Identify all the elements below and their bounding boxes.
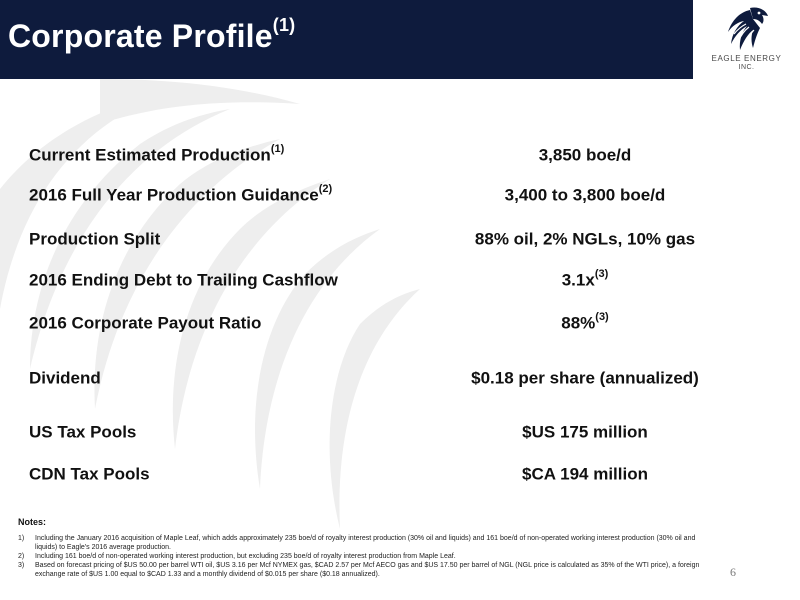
note-item: 2) Including 161 boe/d of non-operated wo… (18, 553, 456, 560)
row-label: CDN Tax Pools (29, 464, 150, 484)
logo-company-name: EAGLE ENERGY (711, 54, 782, 63)
row-value: 3,850 boe/d (538, 145, 632, 165)
profile-row: Production Split 88% oil, 2% NGLs, 10% g… (0, 229, 800, 253)
row-label: Production Split (29, 229, 161, 249)
header-bar: Corporate Profile(1) (0, 0, 693, 79)
eagle-watermark-icon (0, 79, 420, 529)
row-label: 2016 Ending Debt to Trailing Cashflow (29, 270, 338, 290)
page-title: Corporate Profile(1) (8, 15, 296, 55)
row-value: 3.1x(3) (561, 268, 609, 290)
row-value: 88%(3) (561, 311, 609, 333)
row-label: 2016 Full Year Production Guidance(2) (29, 183, 333, 205)
row-value: 3,400 to 3,800 boe/d (504, 185, 666, 205)
note-item: 3) Based on forecast pricing of $US 50.00… (18, 562, 700, 578)
row-label: US Tax Pools (29, 422, 137, 442)
note-item: 1) Including the January 2016 acquisition… (18, 535, 696, 551)
profile-row: CDN Tax Pools $CA 194 million (0, 464, 800, 488)
company-logo: EAGLE ENERGY INC. (693, 0, 800, 79)
row-value: $US 175 million (522, 422, 648, 442)
profile-row: Current Estimated Production(1) 3,850 bo… (0, 143, 800, 169)
profile-row: Dividend $0.18 per share (annualized) (0, 368, 800, 392)
row-label: Dividend (29, 368, 101, 388)
row-label: 2016 Corporate Payout Ratio (29, 313, 262, 333)
title-footnote-ref: (1) (272, 15, 296, 36)
row-value: $0.18 per share (annualized) (471, 368, 699, 388)
notes-list: 1) Including the January 2016 acquisition… (18, 534, 718, 579)
row-value: 88% oil, 2% NGLs, 10% gas (474, 229, 696, 249)
profile-row: 2016 Full Year Production Guidance(2) 3,… (0, 183, 800, 209)
profile-row: 2016 Ending Debt to Trailing Cashflow 3.… (0, 268, 800, 294)
profile-row: US Tax Pools $US 175 million (0, 422, 800, 446)
title-text: Corporate Profile (8, 18, 273, 54)
page-number: 6 (730, 565, 736, 579)
eagle-logo-icon (728, 7, 768, 50)
logo-company-suffix: INC. (738, 64, 755, 71)
row-label: Current Estimated Production(1) (29, 143, 285, 165)
notes-heading: Notes: (18, 517, 47, 527)
row-value: $CA 194 million (522, 464, 648, 484)
profile-row: 2016 Corporate Payout Ratio 88%(3) (0, 311, 800, 337)
